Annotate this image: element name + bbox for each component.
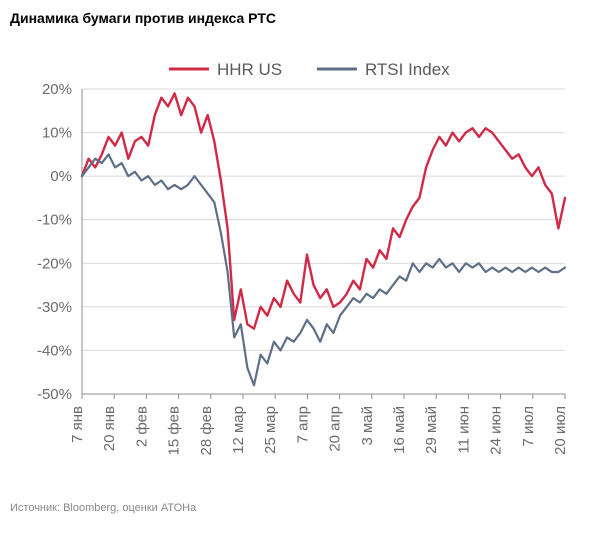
svg-text:2 фев: 2 фев [133, 406, 150, 447]
svg-text:12 мар: 12 мар [230, 406, 247, 454]
svg-text:20 июл: 20 июл [552, 406, 569, 455]
chart-title: Динамика бумаги против индекса РТС [10, 10, 580, 26]
svg-text:-20%: -20% [37, 255, 72, 272]
svg-text:-10%: -10% [37, 212, 72, 229]
svg-text:7 июл: 7 июл [520, 406, 537, 447]
svg-text:-50%: -50% [37, 386, 72, 403]
chart-container: -50% -40% -30% -20% -10% 0% 10% 20% 7 янв 20 янв 2… [10, 34, 575, 494]
svg-text:24 июн: 24 июн [488, 406, 505, 455]
svg-text:11 июн: 11 июн [455, 406, 472, 454]
svg-text:-40%: -40% [37, 342, 72, 359]
svg-text:28 фев: 28 фев [198, 406, 215, 456]
svg-text:0%: 0% [50, 168, 72, 185]
svg-text:29 май: 29 май [423, 406, 440, 454]
svg-text:25 мар: 25 мар [262, 406, 279, 454]
svg-text:7 янв: 7 янв [69, 406, 86, 443]
svg-text:20 апр: 20 апр [327, 406, 344, 452]
svg-text:20 янв: 20 янв [101, 406, 118, 451]
svg-text:3 май: 3 май [359, 406, 376, 446]
chart-source: Источник: Bloomberg, оценки АТОНа [10, 502, 580, 514]
svg-text:10%: 10% [42, 125, 72, 142]
svg-text:-30%: -30% [37, 299, 72, 316]
svg-text:20%: 20% [42, 81, 72, 98]
svg-text:HHR US: HHR US [217, 60, 282, 79]
svg-text:7 апр: 7 апр [294, 406, 311, 443]
svg-text:16 май: 16 май [391, 406, 408, 454]
line-chart: -50% -40% -30% -20% -10% 0% 10% 20% 7 янв 20 янв 2… [10, 34, 575, 494]
svg-text:15 фев: 15 фев [166, 406, 183, 456]
svg-text:RTSI Index: RTSI Index [365, 60, 450, 79]
